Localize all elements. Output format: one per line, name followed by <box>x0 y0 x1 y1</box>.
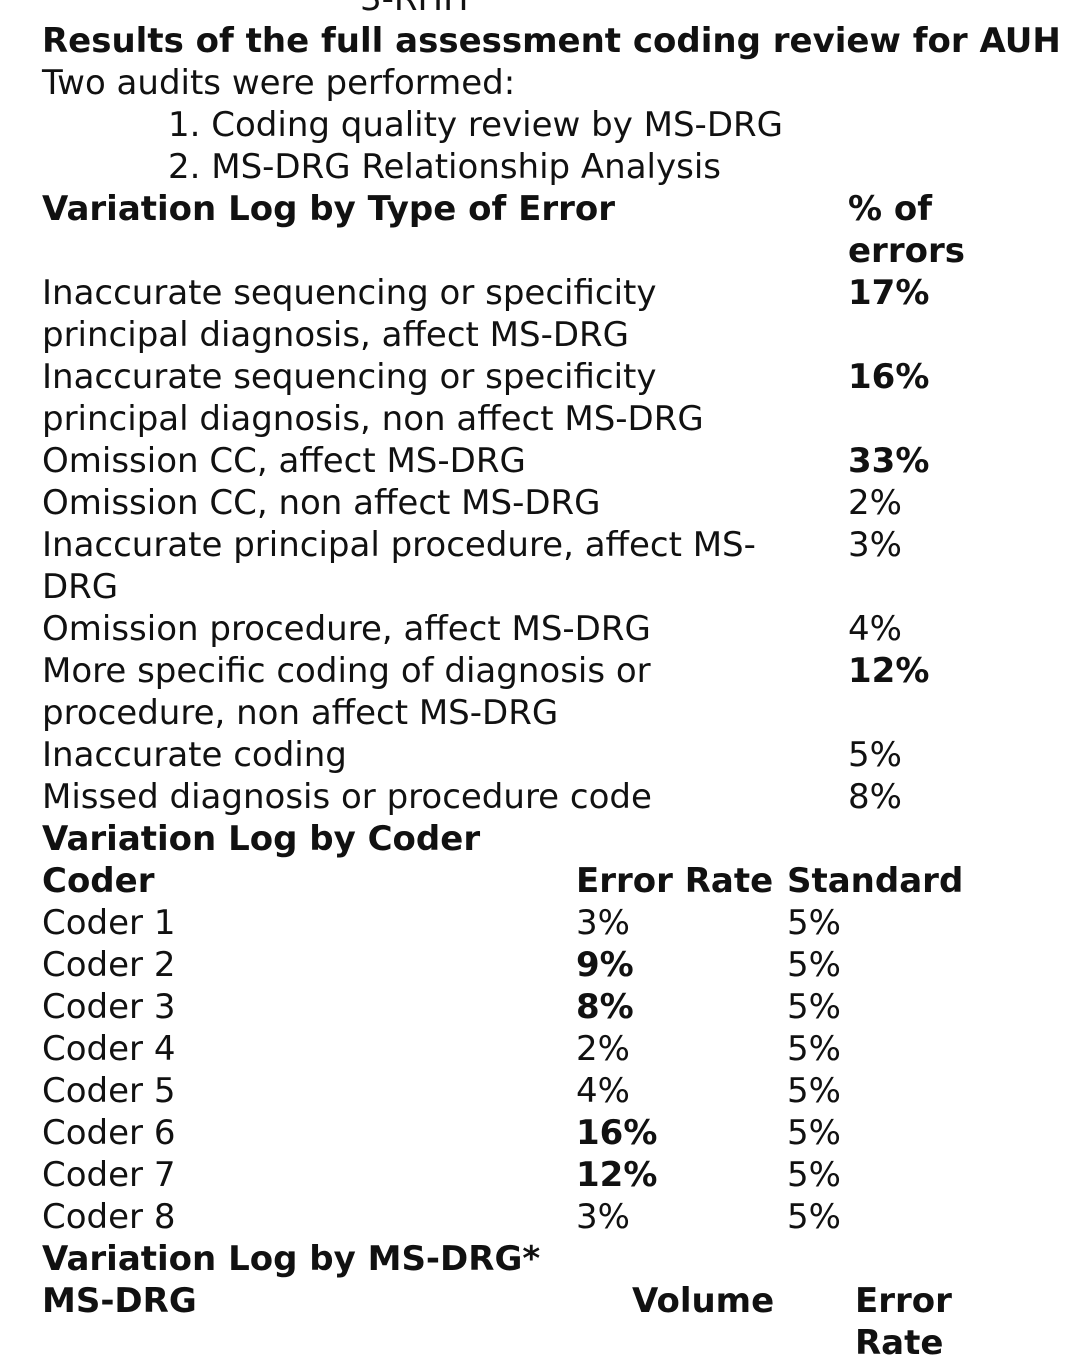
coder-name: Coder 7 <box>42 1155 176 1195</box>
error-type-value: 33% <box>848 441 930 481</box>
coder-error-rate: 16% <box>576 1113 658 1153</box>
percent-errors-header: % of <box>848 189 933 229</box>
coder-standard: 5% <box>787 1071 841 1111</box>
error-type-label: principal diagnosis, non affect MS-DRG <box>42 399 704 439</box>
coder-error-rate: 4% <box>576 1071 630 1111</box>
error-type-label: principal diagnosis, affect MS-DRG <box>42 315 629 355</box>
error-type-value: 4% <box>848 609 902 649</box>
coder-error-rate: 3% <box>576 1197 630 1237</box>
coder-error-rate: 12% <box>576 1155 658 1195</box>
coder-name: Coder 2 <box>42 945 176 985</box>
error-type-label: Inaccurate principal procedure, affect M… <box>42 525 756 565</box>
coder-error-rate: 3% <box>576 903 630 943</box>
coder-name: Coder 5 <box>42 1071 176 1111</box>
error-type-value: 8% <box>848 777 902 817</box>
error-type-value: 2% <box>848 483 902 523</box>
audit-item: 2. MS-DRG Relationship Analysis <box>168 147 721 187</box>
coder-standard: 5% <box>787 1197 841 1237</box>
coder-name: Coder 1 <box>42 903 176 943</box>
error-rate-col-header: Rate <box>855 1323 944 1363</box>
coder-error-rate: 2% <box>576 1029 630 1069</box>
error-type-value: 3% <box>848 525 902 565</box>
error-type-value: 17% <box>848 273 930 313</box>
coder-standard: 5% <box>787 987 841 1027</box>
error-type-label: DRG <box>42 567 119 607</box>
coder-name: Coder 3 <box>42 987 176 1027</box>
coder-standard: 5% <box>787 945 841 985</box>
coder-standard: 5% <box>787 1029 841 1069</box>
error-rate-col-header: Error <box>855 1281 952 1321</box>
error-type-label: Omission CC, non affect MS-DRG <box>42 483 601 523</box>
coder-error-rate: 8% <box>576 987 634 1027</box>
error-type-label: Inaccurate sequencing or specificity <box>42 273 657 313</box>
audit-item: 1. Coding quality review by MS-DRG <box>168 105 783 145</box>
error-type-label: Omission procedure, affect MS-DRG <box>42 609 651 649</box>
coder-standard: 5% <box>787 1155 841 1195</box>
error-type-label: More specific coding of diagnosis or <box>42 651 651 691</box>
page-title: Results of the full assessment coding re… <box>42 21 1061 61</box>
error-type-value: 12% <box>848 651 930 691</box>
msdrg-col-header: MS-DRG <box>42 1281 197 1321</box>
error-type-heading: Variation Log by Type of Error <box>42 189 616 229</box>
coder-name: Coder 6 <box>42 1113 176 1153</box>
error-type-label: procedure, non affect MS-DRG <box>42 693 559 733</box>
error-type-label: Inaccurate sequencing or specificity <box>42 357 657 397</box>
coder-col-header: Coder <box>42 861 155 901</box>
error-rate-col-header: Error Rate <box>576 861 774 901</box>
coder-error-rate: 9% <box>576 945 634 985</box>
msdrg-heading: Variation Log by MS-DRG* <box>42 1239 541 1279</box>
error-type-value: 16% <box>848 357 930 397</box>
coder-name: Coder 4 <box>42 1029 176 1069</box>
coder-standard: 5% <box>787 903 841 943</box>
error-type-label: Missed diagnosis or procedure code <box>42 777 652 817</box>
coder-name: Coder 8 <box>42 1197 176 1237</box>
intro-text: Two audits were performed: <box>42 63 516 103</box>
error-type-label: Inaccurate coding <box>42 735 347 775</box>
coder-standard: 5% <box>787 1113 841 1153</box>
error-type-label: Omission CC, affect MS-DRG <box>42 441 526 481</box>
cutoff-top-text: 3-RHIT <box>360 0 474 20</box>
percent-errors-header: errors <box>848 231 965 271</box>
volume-col-header: Volume <box>632 1281 775 1321</box>
standard-col-header: Standard <box>787 861 964 901</box>
error-type-value: 5% <box>848 735 902 775</box>
coder-heading: Variation Log by Coder <box>42 819 481 859</box>
